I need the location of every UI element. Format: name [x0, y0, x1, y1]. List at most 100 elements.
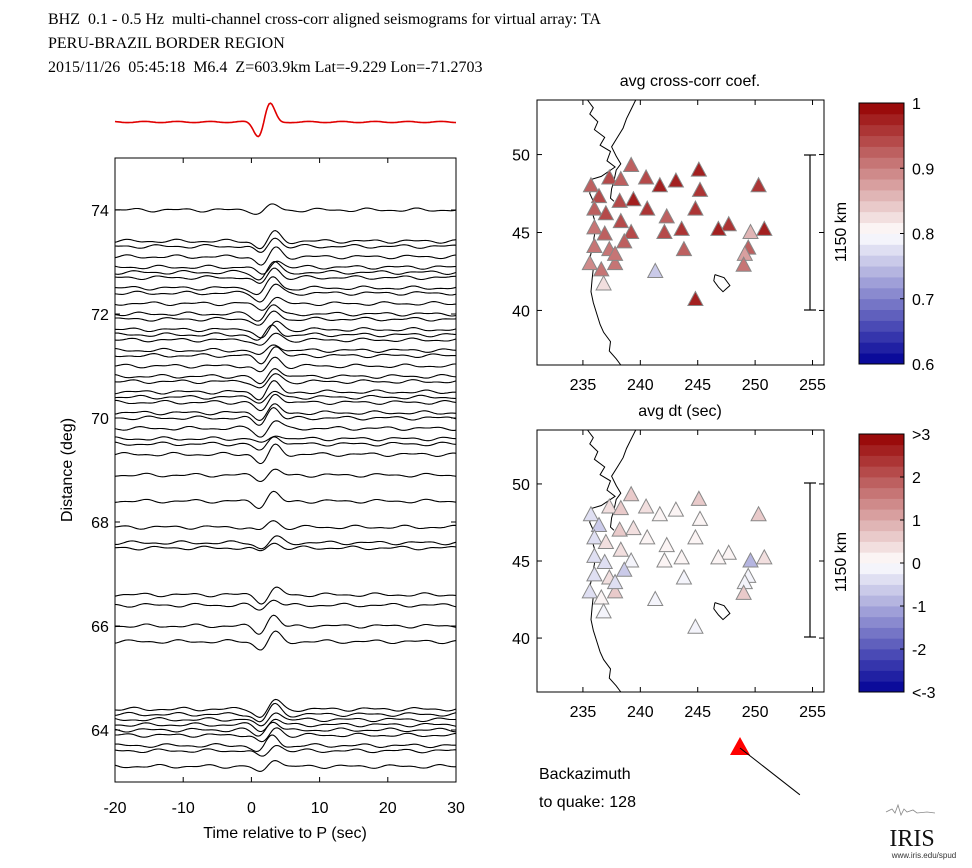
colorbar-segment — [859, 681, 904, 693]
x-tick-label: -20 — [103, 800, 126, 817]
map-cross-corr: avg cross-corr coef. 235 240 245 250 255 40 45… — [512, 73, 934, 420]
map-cross-corr-stations — [581, 156, 773, 307]
station-marker — [625, 519, 642, 536]
station-marker — [720, 215, 738, 232]
station-marker — [586, 218, 603, 235]
backazimuth-value: to quake: 128 — [539, 794, 636, 811]
colorbar-tick-label: >3 — [912, 427, 930, 444]
seismogram-trace — [114, 261, 457, 281]
station-marker — [586, 200, 603, 216]
x-tick-label: 20 — [379, 800, 397, 817]
record-section-frame — [114, 157, 457, 783]
seismogram-trace — [114, 237, 457, 253]
colorbar-segment — [859, 584, 904, 596]
station-marker — [667, 171, 685, 188]
colorbar-segment — [859, 255, 904, 267]
iris-logo-url: www.iris.edu/spud — [891, 851, 956, 860]
seismogram-trace — [114, 246, 457, 266]
map-y-tick-label: 40 — [512, 631, 530, 648]
colorbar-segment — [859, 616, 904, 628]
colorbar-segment — [859, 606, 904, 618]
seismogram-trace — [115, 393, 457, 412]
colorbar-segment — [859, 244, 904, 256]
station-marker — [742, 551, 759, 568]
station-marker — [595, 274, 612, 291]
map-y-tick-label: 40 — [512, 303, 530, 320]
station-marker — [735, 584, 752, 600]
seismogram-trace — [115, 542, 457, 552]
seismogram-trace — [114, 744, 456, 757]
colorbar-segment — [859, 287, 904, 300]
coastline — [609, 429, 637, 531]
backazimuth-label: Backazimuth — [539, 766, 631, 783]
station-marker — [691, 181, 709, 197]
colorbar-segment — [859, 595, 904, 607]
seismogram-trace — [114, 490, 457, 509]
station-marker — [638, 200, 656, 216]
colorbar-segment — [859, 670, 904, 682]
station-marker — [612, 170, 630, 186]
y-tick-label: 64 — [91, 723, 109, 740]
station-marker — [755, 220, 773, 236]
map-dt-stations — [581, 485, 773, 634]
colorbar-segment — [859, 649, 904, 661]
seismogram-trace — [114, 390, 456, 404]
colorbar-segment — [859, 135, 904, 147]
station-marker — [750, 176, 767, 193]
colorbar-segment — [859, 103, 904, 115]
colorbar-tick-label: 1 — [912, 96, 921, 113]
colorbar-segment — [859, 113, 904, 126]
seismogram-trace — [114, 734, 456, 753]
y-tick-label: 66 — [91, 619, 109, 636]
station-marker — [586, 237, 603, 254]
station-marker — [622, 223, 640, 239]
station-marker — [595, 602, 612, 619]
colorbar-segment — [859, 498, 904, 510]
map-dt-coastline — [587, 429, 731, 693]
seismogram-trace — [114, 344, 457, 355]
seismogram-trace — [114, 368, 457, 385]
seismogram-trace — [114, 403, 457, 421]
seismogram-trace — [114, 380, 456, 401]
colorbar-tick-label: 0 — [912, 556, 921, 573]
station-marker — [675, 240, 693, 257]
station-marker — [606, 573, 624, 590]
station-marker — [673, 220, 690, 236]
coastline — [587, 429, 622, 693]
seismogram-trace — [114, 283, 457, 303]
station-marker — [646, 590, 664, 607]
seismogram-trace — [114, 520, 457, 531]
colorbar-segment — [859, 190, 904, 202]
seismogram-trace — [114, 718, 457, 733]
colorbar-segment — [859, 211, 904, 224]
seismogram-traces — [114, 203, 457, 772]
header-title: BHZ 0.1 - 0.5 Hz multi-channel cross-cor… — [48, 11, 601, 28]
seismogram-trace — [114, 760, 457, 772]
station-marker — [622, 156, 640, 172]
station-marker — [592, 260, 610, 277]
seismogram-trace — [114, 407, 457, 426]
iris-logo-text: IRIS — [889, 826, 934, 852]
station-marker — [600, 498, 618, 514]
station-marker — [590, 516, 608, 533]
station-marker — [675, 568, 693, 585]
map-cross-corr-title: avg cross-corr coef. — [620, 73, 760, 90]
station-marker — [596, 224, 614, 241]
x-tick-label: 30 — [447, 800, 465, 817]
station-marker — [687, 290, 704, 307]
colorbar-segment — [859, 320, 904, 332]
map-x-tick-label: 255 — [799, 377, 826, 394]
colorbar-segment — [859, 520, 904, 532]
colorbar-segment — [859, 200, 904, 213]
station-marker — [606, 254, 624, 271]
map-x-tick-label: 245 — [684, 377, 711, 394]
colorbar-segment — [859, 530, 904, 542]
colorbar-segment — [859, 298, 904, 311]
y-tick-label: 74 — [91, 203, 109, 220]
map-cross-corr-ticks: 235 240 245 250 255 40 45 50 — [512, 100, 826, 394]
map-dt-scale-bar: 1150 km — [804, 482, 850, 638]
map-y-tick-label: 50 — [512, 477, 530, 494]
colorbar-segment — [859, 342, 904, 354]
colorbar-segment — [859, 331, 904, 343]
station-marker — [651, 505, 669, 522]
